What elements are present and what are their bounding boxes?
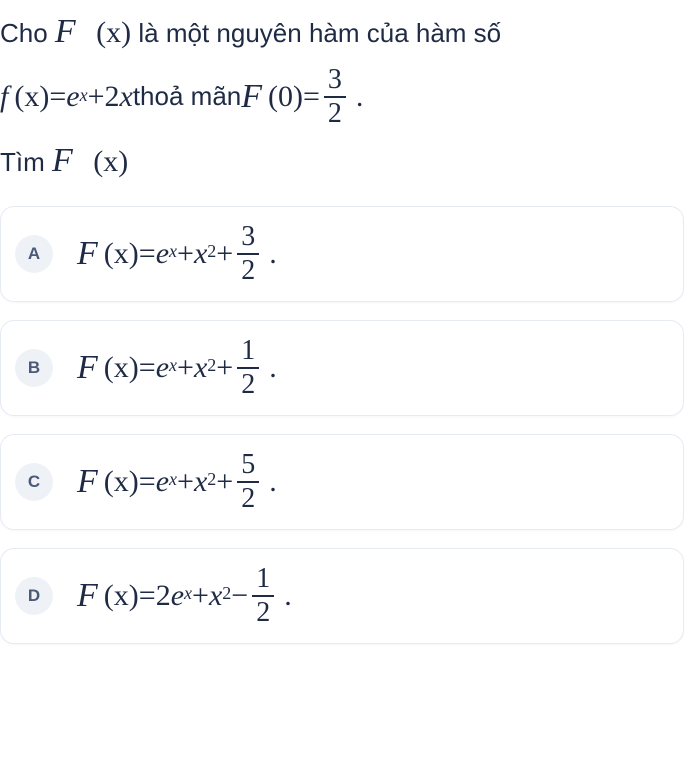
math-plus: + <box>216 237 233 271</box>
math-F: F <box>241 65 262 130</box>
math-coeff: 2 <box>156 579 171 613</box>
math-fraction: 1 2 <box>252 565 274 627</box>
fraction-num: 3 <box>324 66 346 96</box>
option-b[interactable]: B F (x) = e x + x 2 + 1 2 . <box>0 320 684 416</box>
math-fraction: 1 2 <box>237 337 259 399</box>
math-sup-x: x <box>169 241 177 262</box>
question-line-3: Tìm F (x) <box>0 129 680 194</box>
option-math: F (x) = e x + x 2 + 3 2 . <box>77 223 277 285</box>
math-paren-x: (x) <box>104 465 139 499</box>
math-x: x <box>194 237 207 271</box>
math-x: x <box>209 579 222 613</box>
math-x: x <box>194 351 207 385</box>
question-line-1: Cho F (x) là một nguyên hàm của hàm số <box>0 0 680 65</box>
math-x: x <box>120 68 133 125</box>
options-list: A F (x) = e x + x 2 + 3 2 . B F (x) = <box>0 206 684 644</box>
math-plus: + <box>177 351 194 385</box>
question-stem: Cho F (x) là một nguyên hàm của hàm số f… <box>0 0 684 206</box>
math-plus: + <box>177 237 194 271</box>
text: là một nguyên hàm của hàm số <box>138 18 501 48</box>
math-sup-x: x <box>184 583 192 604</box>
option-c[interactable]: C F (x) = e x + x 2 + 5 2 . <box>0 434 684 530</box>
math-paren-x: (x) <box>14 68 49 125</box>
math-eq: = <box>139 465 156 499</box>
math-eq: = <box>303 68 320 125</box>
math-2: 2 <box>105 68 120 125</box>
math-f: f <box>0 68 8 125</box>
question-line-2: f (x) = e x + 2 x thoả mãn F (0) = 3 2 . <box>0 65 680 130</box>
option-math: F (x) = e x + x 2 + 5 2 . <box>77 451 277 513</box>
math-fraction: 5 2 <box>237 451 259 513</box>
math-sup-2: 2 <box>207 241 216 262</box>
math-F: F <box>77 235 98 273</box>
math-sup-2: 2 <box>222 583 231 604</box>
fraction-num: 1 <box>252 565 274 595</box>
math-paren-x: (x) <box>96 16 131 49</box>
math-sup-2: 2 <box>207 355 216 376</box>
math-plus: + <box>177 465 194 499</box>
math-plus: + <box>88 68 105 125</box>
math-dot: . <box>269 237 277 271</box>
option-math: F (x) = 2 e x + x 2 − 1 2 . <box>77 565 292 627</box>
math-minus: − <box>231 579 248 613</box>
fraction-den: 2 <box>237 253 259 285</box>
math-x: x <box>194 465 207 499</box>
math-dot: . <box>269 351 277 385</box>
option-badge: C <box>15 463 53 501</box>
math-plus: + <box>216 465 233 499</box>
math-dot: . <box>356 68 364 125</box>
math-sup-x: x <box>169 469 177 490</box>
math-eq: = <box>139 579 156 613</box>
math-paren-x: (x) <box>104 237 139 271</box>
option-math: F (x) = e x + x 2 + 1 2 . <box>77 337 277 399</box>
math-e: e <box>156 351 169 385</box>
math-F: F <box>77 349 98 387</box>
math-sup-x: x <box>80 78 88 112</box>
option-badge: D <box>15 577 53 615</box>
option-a[interactable]: A F (x) = e x + x 2 + 3 2 . <box>0 206 684 302</box>
math-F: F <box>55 13 76 50</box>
math-dot: . <box>269 465 277 499</box>
math-e: e <box>156 465 169 499</box>
math-paren-x: (x) <box>104 351 139 385</box>
math-sup-x: x <box>169 355 177 376</box>
fraction-num: 5 <box>237 451 259 481</box>
fraction-num: 1 <box>237 337 259 367</box>
math-dot: . <box>284 579 292 613</box>
fraction-den: 2 <box>237 481 259 513</box>
math-F: F <box>77 463 98 501</box>
math-fraction: 3 2 <box>237 223 259 285</box>
math-plus: + <box>192 579 209 613</box>
math-e: e <box>171 579 184 613</box>
fraction-den: 2 <box>237 367 259 399</box>
math-F: F <box>52 142 73 179</box>
math-sup-2: 2 <box>207 469 216 490</box>
math-eq: = <box>139 237 156 271</box>
option-badge: B <box>15 349 53 387</box>
option-d[interactable]: D F (x) = 2 e x + x 2 − 1 2 . <box>0 548 684 644</box>
text: Cho <box>0 18 55 48</box>
text: thoả mãn <box>133 72 241 121</box>
fraction-den: 2 <box>324 96 346 128</box>
math-F: F <box>77 577 98 615</box>
fraction-den: 2 <box>252 595 274 627</box>
math-eq: = <box>139 351 156 385</box>
math-eq: = <box>49 68 66 125</box>
text: Tìm <box>0 147 52 177</box>
math-paren-x: (x) <box>104 579 139 613</box>
fraction-num: 3 <box>237 223 259 253</box>
option-badge: A <box>15 235 53 273</box>
math-fraction: 3 2 <box>324 66 346 128</box>
math-plus: + <box>216 351 233 385</box>
math-e: e <box>66 68 79 125</box>
math-paren-x: (x) <box>93 145 128 178</box>
math-e: e <box>156 237 169 271</box>
math-paren-0: (0) <box>268 68 303 125</box>
